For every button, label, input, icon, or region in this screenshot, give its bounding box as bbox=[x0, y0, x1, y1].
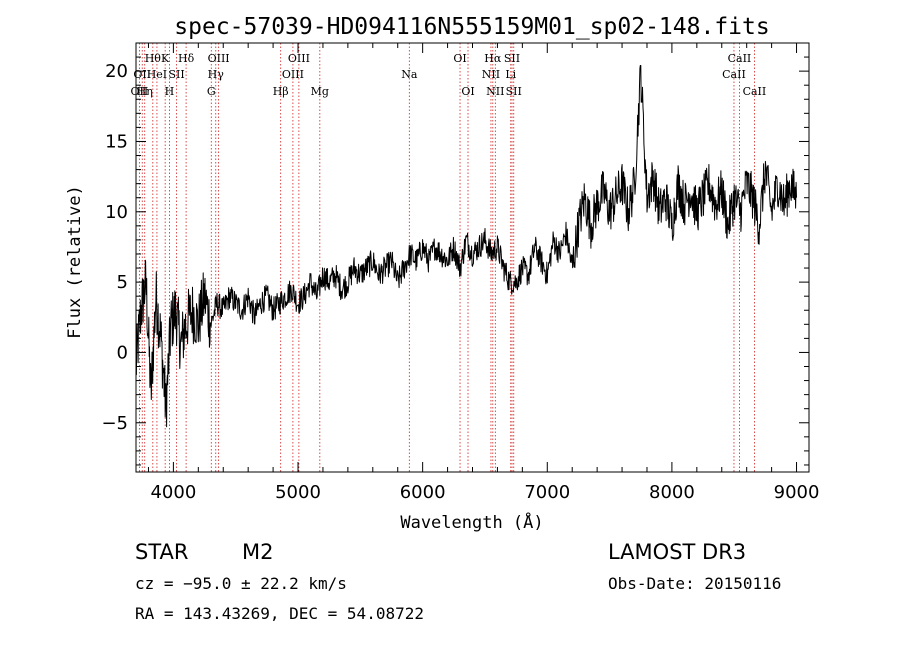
emission-line-label: NII bbox=[486, 85, 504, 98]
emission-line-label: Hη bbox=[137, 85, 153, 98]
plot-frame bbox=[135, 42, 810, 473]
coordinates-readout: RA = 143.43269, DEC = 54.08722 bbox=[135, 604, 424, 623]
redshift-readout: cz = −95.0 ± 22.2 km/s bbox=[135, 574, 347, 593]
x-tick-label: 6000 bbox=[400, 482, 446, 503]
object-class: STAR bbox=[135, 540, 189, 564]
emission-line-label: G bbox=[207, 85, 216, 98]
emission-line-label: OII bbox=[131, 85, 149, 98]
emission-line-label: Li bbox=[505, 68, 516, 81]
y-tick-label: 10 bbox=[105, 202, 128, 223]
chart-title: spec-57039-HD094116N555159M01_sp02-148.f… bbox=[174, 14, 769, 40]
x-axis-label: Wavelength (Å) bbox=[400, 511, 543, 533]
survey-name: LAMOST DR3 bbox=[608, 540, 747, 564]
y-tick-label: 15 bbox=[105, 131, 128, 152]
y-tick-label: 0 bbox=[117, 342, 128, 363]
y-tick-label: −5 bbox=[101, 413, 128, 434]
emission-line-label: Hθ bbox=[145, 52, 162, 65]
axes bbox=[135, 42, 810, 473]
emission-line-label: OI bbox=[453, 52, 466, 65]
emission-line-label: OI bbox=[461, 85, 474, 98]
spectrum-line bbox=[135, 65, 797, 428]
emission-line-label: Hγ bbox=[208, 68, 225, 81]
emission-line-label: H bbox=[165, 85, 175, 98]
x-tick-label: 5000 bbox=[275, 482, 321, 503]
emission-line-label: OIII bbox=[282, 68, 304, 81]
emission-line-label: Hα bbox=[484, 52, 502, 65]
y-tick-label: 5 bbox=[117, 272, 128, 293]
emission-line-label: CaII bbox=[722, 68, 746, 81]
emission-line-label: CaII bbox=[743, 85, 767, 98]
y-axis-label: Flux (relative) bbox=[65, 185, 85, 339]
emission-line-label: NII bbox=[482, 68, 500, 81]
x-tick-label: 9000 bbox=[774, 482, 820, 503]
x-tick-label: 8000 bbox=[649, 482, 695, 503]
emission-line-label: Hδ bbox=[178, 52, 195, 65]
emission-line-label: Na bbox=[401, 68, 418, 81]
spectrum-series bbox=[135, 65, 797, 428]
observation-date: Obs-Date: 20150116 bbox=[608, 574, 782, 593]
emission-line-label: SII bbox=[169, 68, 185, 81]
x-tick-label: 7000 bbox=[524, 482, 570, 503]
emission-line-label: OIII bbox=[288, 52, 310, 65]
emission-line-label: Hβ bbox=[273, 85, 289, 98]
emission-line-label: HeI bbox=[147, 68, 167, 81]
object-subclass: M2 bbox=[242, 540, 274, 564]
y-tick-label: 20 bbox=[105, 61, 128, 82]
emission-line-label: Mg bbox=[311, 85, 329, 98]
emission-line-label: CaII bbox=[728, 52, 752, 65]
tick-labels: 4000 5000 6000 7000 8000 9000 −5 0 5 10 15 20 bbox=[101, 61, 819, 503]
emission-line-labels: OIIOIIHηHθHeIKHSIIHδGHγOIIIHβOIIIOIIIMgN… bbox=[131, 52, 767, 98]
emission-line-label: OIII bbox=[208, 52, 230, 65]
emission-line-label: SII bbox=[506, 85, 522, 98]
x-tick-label: 4000 bbox=[150, 482, 196, 503]
emission-line-label: SII bbox=[504, 52, 520, 65]
emission-line-label: K bbox=[161, 52, 170, 65]
